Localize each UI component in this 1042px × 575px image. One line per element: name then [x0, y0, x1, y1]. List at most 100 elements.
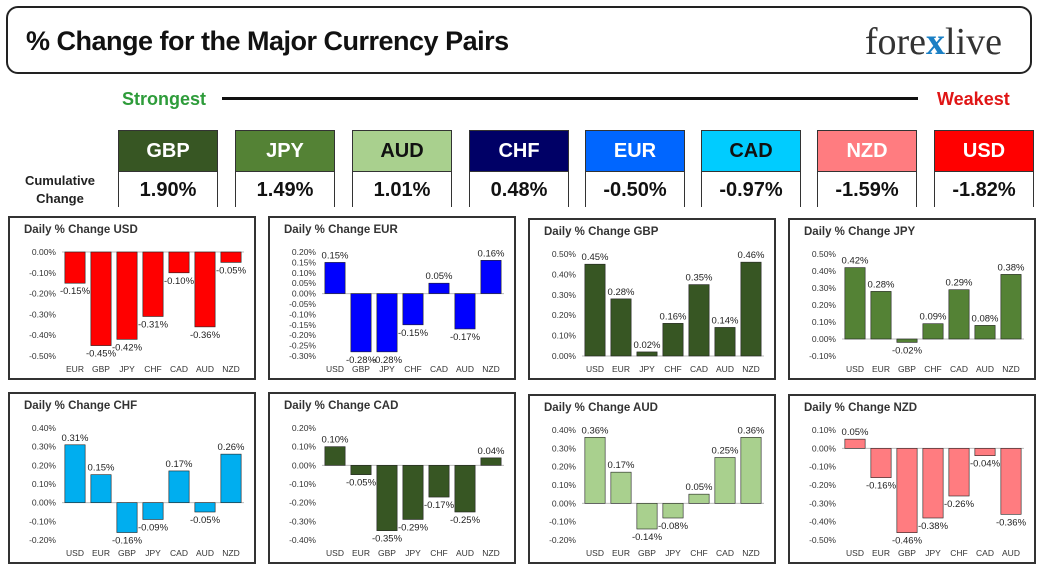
x-category-label: CHF [430, 548, 447, 558]
y-tick-label: 0.00% [292, 460, 317, 470]
y-tick-label: 0.15% [292, 257, 317, 267]
bar-chf [688, 493, 710, 504]
y-tick-label: 0.40% [812, 266, 837, 276]
bar-value-label: -0.26% [944, 499, 975, 510]
currency-name: CHF [470, 131, 568, 172]
bar-eur [610, 471, 632, 504]
currency-cumulative-value: -0.50% [586, 172, 684, 208]
bar-value-label: 0.05% [686, 482, 713, 493]
bar-value-label: 0.02% [634, 340, 661, 351]
x-category-label: CAD [170, 548, 188, 558]
bar-gbp [90, 251, 112, 346]
x-category-label: EUR [612, 548, 630, 558]
bar-jpy [662, 503, 684, 519]
x-category-label: USD [846, 548, 864, 558]
y-tick-label: -0.20% [289, 330, 316, 340]
chart-panel-7: Daily % Change NZD 0.10% 0.00% -0.10% -0.20%… [788, 394, 1036, 564]
x-category-label: NZD [482, 548, 499, 558]
bar-gbp [116, 502, 138, 533]
bar-nzd [740, 261, 762, 357]
x-category-label: GBP [92, 364, 110, 374]
bar-usd [64, 444, 86, 503]
bar-value-label: -0.16% [866, 481, 897, 492]
currency-box-aud: AUD 1.01% [352, 130, 452, 208]
x-category-label: EUR [872, 364, 890, 374]
bar-value-label: 0.38% [998, 262, 1025, 273]
y-tick-label: 0.00% [812, 443, 837, 453]
bar-value-label: 0.05% [426, 271, 453, 282]
x-category-label: GBP [898, 364, 916, 374]
y-tick-label: -0.10% [29, 268, 56, 278]
bar-usd [584, 263, 606, 357]
currency-box-jpy: JPY 1.49% [235, 130, 335, 208]
x-category-label: NZD [222, 364, 239, 374]
bar-eur [350, 465, 372, 475]
y-tick-label: -0.20% [549, 535, 576, 545]
bar-value-label: -0.15% [398, 328, 429, 339]
y-tick-label: -0.20% [29, 289, 56, 299]
bar-chart: 0.10% 0.00% -0.10% -0.20% -0.30% -0.40% -0.50%… [809, 425, 1027, 558]
bar-jpy [636, 351, 658, 357]
y-tick-label: 0.05% [292, 278, 317, 288]
x-category-label: CAD [950, 364, 968, 374]
chart-title: Daily % Change CHF [24, 400, 138, 412]
y-tick-label: 0.10% [552, 480, 577, 490]
bar-value-label: 0.25% [712, 446, 739, 457]
x-category-label: AUD [456, 548, 474, 558]
y-tick-label: 0.20% [32, 460, 57, 470]
x-category-label: USD [586, 548, 604, 558]
x-category-label: JPY [379, 364, 395, 374]
currency-box-chf: CHF 0.48% [469, 130, 569, 208]
y-tick-label: 0.20% [552, 310, 577, 320]
x-category-label: CAD [716, 548, 734, 558]
x-category-label: USD [326, 364, 344, 374]
y-tick-label: 0.50% [812, 249, 837, 259]
bar-eur [90, 474, 112, 503]
y-tick-label: 0.30% [552, 443, 577, 453]
bar-cad [428, 282, 450, 294]
x-category-label: CHF [950, 548, 967, 558]
bar-jpy [402, 465, 424, 520]
x-category-label: EUR [352, 548, 370, 558]
y-tick-label: 0.10% [32, 479, 57, 489]
x-category-label: AUD [976, 364, 994, 374]
currency-cumulative-value: -1.82% [935, 172, 1033, 208]
bar-value-label: 0.36% [582, 425, 609, 436]
bar-chart: 0.40% 0.30% 0.20% 0.10% 0.00% -0.10% -0.20% 0.3… [29, 423, 245, 558]
bar-aud [1000, 448, 1022, 515]
bar-value-label: -0.46% [892, 536, 923, 547]
bar-aud [194, 251, 216, 328]
x-category-label: EUR [92, 548, 110, 558]
x-category-label: AUD [456, 364, 474, 374]
bar-value-label: 0.28% [608, 287, 635, 298]
currency-name: CAD [702, 131, 800, 172]
bar-chf [428, 465, 450, 498]
bar-value-label: 0.17% [608, 460, 635, 471]
bar-value-label: 0.42% [842, 256, 869, 267]
currency-box-usd: USD -1.82% [934, 130, 1034, 208]
weakest-label: Weakest [937, 89, 1010, 109]
bar-chf [402, 293, 424, 326]
bar-value-label: -0.17% [424, 500, 455, 511]
page-title: % Change for the Major Currency Pairs [26, 26, 509, 56]
x-category-label: JPY [639, 364, 655, 374]
currency-name: AUD [353, 131, 451, 172]
bar-nzd [220, 453, 242, 503]
y-tick-label: -0.10% [289, 479, 316, 489]
x-category-label: EUR [66, 364, 84, 374]
bar-aud [454, 465, 476, 513]
chart-title: Daily % Change AUD [544, 402, 658, 414]
currency-box-eur: EUR -0.50% [585, 130, 685, 208]
bar-usd [844, 267, 866, 340]
bar-value-label: -0.45% [86, 349, 117, 360]
y-tick-label: 0.50% [552, 249, 577, 259]
x-category-label: USD [586, 364, 604, 374]
y-tick-label: -0.10% [549, 517, 576, 527]
y-tick-label: -0.40% [289, 535, 316, 545]
x-category-label: CHF [924, 364, 941, 374]
bar-jpy [142, 502, 164, 520]
y-tick-label: 0.20% [292, 247, 317, 257]
bar-cad [168, 470, 190, 503]
bar-chart: 0.20% 0.10% 0.00% -0.10% -0.20% -0.30% -0.40% 0… [289, 423, 505, 558]
y-tick-label: 0.00% [812, 334, 837, 344]
